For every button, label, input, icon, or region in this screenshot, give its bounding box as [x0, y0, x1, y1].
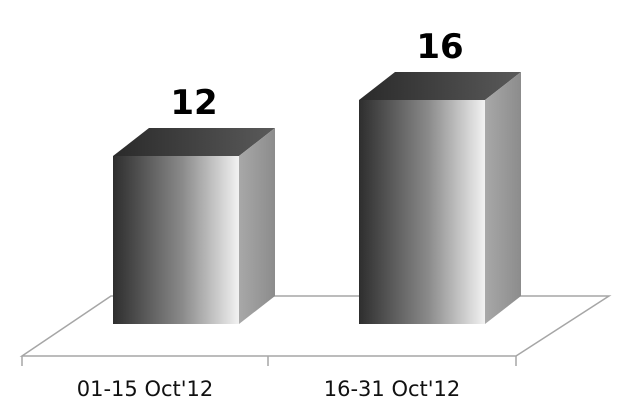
- bar-front-face: [113, 156, 239, 324]
- labels-group: 12 01-15 Oct'12 16 16-31 Oct'12: [77, 27, 464, 401]
- category-tick-label-1: 01-15 Oct'12: [77, 377, 214, 401]
- bar-value-label-2: 16: [416, 27, 463, 67]
- bar-side-face: [485, 72, 521, 324]
- bar-front-face: [359, 100, 485, 324]
- bar-top-face: [113, 128, 275, 156]
- chart-floor: [19, 295, 612, 357]
- category-tick-label-2: 16-31 Oct'12: [324, 377, 461, 401]
- bar-1: [113, 128, 275, 324]
- bar-side-face: [239, 128, 275, 324]
- bar-top-face: [359, 72, 521, 100]
- bar-2: [359, 72, 521, 324]
- bar-value-label-1: 12: [170, 83, 217, 123]
- bars-group: [113, 72, 521, 324]
